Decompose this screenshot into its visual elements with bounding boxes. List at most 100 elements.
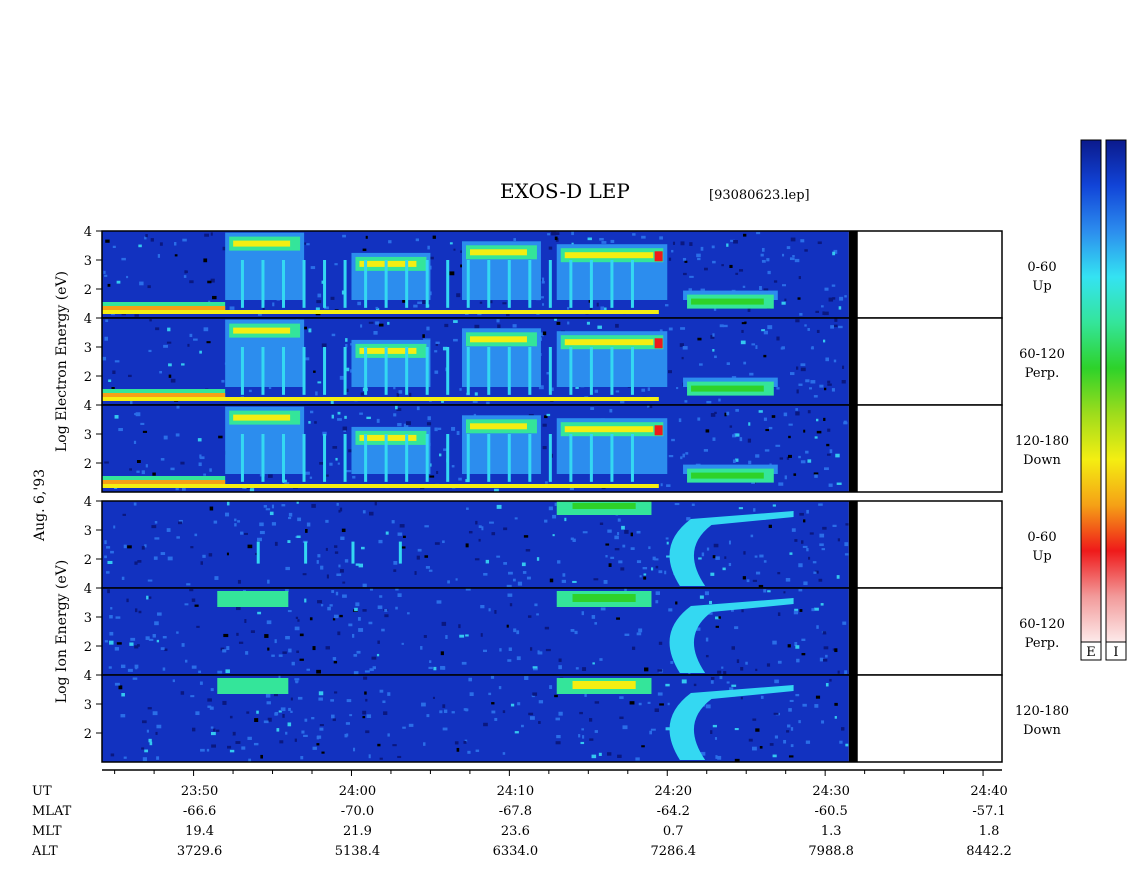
noise-speck — [659, 236, 663, 240]
vertical-striation — [364, 260, 368, 308]
noise-speck — [194, 533, 198, 537]
vertical-striation — [302, 260, 306, 308]
noise-speck — [558, 665, 562, 670]
noise-speck — [176, 536, 180, 539]
vertical-striation — [487, 434, 491, 482]
inverted-v-core — [233, 327, 291, 334]
noise-speck — [592, 662, 595, 665]
noise-speck — [163, 344, 168, 348]
noise-speck — [521, 724, 524, 728]
dispersion-streak — [669, 511, 794, 586]
noise-speck — [155, 731, 158, 735]
noise-speck — [266, 701, 271, 705]
footer-row-label: MLAT — [32, 804, 72, 819]
noise-speck — [291, 661, 295, 666]
noise-speck — [331, 590, 335, 593]
data-gap-strip — [848, 405, 858, 492]
noise-speck — [617, 532, 620, 536]
noise-speck — [325, 547, 328, 551]
noise-speck — [429, 475, 435, 478]
noise-speck — [263, 720, 269, 724]
direction-label: Down — [1023, 723, 1061, 738]
noise-speck — [759, 554, 764, 558]
noise-speck — [647, 387, 651, 391]
colorbar-label: E — [1086, 645, 1096, 660]
noise-speck — [545, 648, 551, 652]
noise-speck — [335, 591, 339, 596]
noise-speck — [531, 694, 535, 698]
noise-speck — [330, 296, 335, 300]
vertical-striation — [384, 434, 388, 482]
noise-speck — [825, 654, 828, 658]
noise-speck — [760, 695, 764, 699]
noise-speck — [664, 570, 667, 575]
noise-speck — [700, 246, 704, 251]
noise-speck — [524, 676, 529, 680]
vertical-striation — [261, 347, 265, 395]
noise-speck — [468, 530, 473, 534]
noise-speck — [247, 736, 252, 740]
noise-speck — [548, 246, 553, 250]
noise-speck — [142, 430, 148, 433]
noise-speck — [213, 728, 216, 732]
noise-speck — [263, 505, 267, 508]
noise-speck — [743, 361, 747, 365]
y-tick-label: 3 — [84, 698, 92, 713]
noise-speck — [607, 529, 612, 533]
noise-speck — [685, 452, 689, 455]
noise-speck — [536, 557, 540, 561]
noise-speck — [506, 624, 509, 628]
noise-speck — [609, 408, 613, 413]
noise-speck — [784, 475, 787, 480]
noise-speck — [425, 566, 430, 569]
noise-speck — [210, 232, 213, 236]
noise-speck — [156, 724, 162, 729]
noise-speck — [814, 474, 818, 478]
noise-speck — [710, 730, 713, 734]
data-gap-strip — [848, 231, 858, 318]
noise-speck — [331, 414, 334, 419]
noise-speck — [379, 757, 383, 760]
noise-speck — [567, 307, 570, 310]
noise-speck — [826, 443, 830, 447]
noise-speck — [755, 668, 758, 672]
noise-speck — [308, 421, 311, 424]
footer-value: 24:00 — [339, 784, 376, 799]
noise-speck — [175, 487, 179, 491]
noise-speck — [103, 270, 106, 274]
noise-speck — [210, 726, 214, 729]
noise-speck — [253, 742, 259, 746]
noise-speck — [155, 327, 160, 331]
noise-speck — [819, 384, 824, 388]
noise-speck — [793, 473, 797, 476]
noise-speck — [150, 238, 154, 242]
noise-speck — [337, 462, 340, 465]
inverted-v-core — [359, 260, 417, 267]
noise-speck — [803, 519, 806, 523]
noise-speck — [502, 710, 506, 714]
footer-value: 21.9 — [343, 824, 372, 839]
noise-speck — [759, 745, 763, 749]
noise-speck — [316, 560, 319, 564]
noise-speck — [821, 548, 826, 551]
noise-speck — [657, 692, 663, 696]
noise-speck — [752, 718, 757, 721]
noise-speck — [278, 654, 283, 657]
noise-speck — [206, 341, 211, 344]
noise-speck — [527, 615, 532, 618]
chart-title: EXOS-D LEP — [500, 179, 630, 203]
inverted-v-core — [564, 252, 654, 259]
noise-speck — [779, 457, 784, 460]
noise-speck — [571, 231, 574, 236]
noise-speck — [174, 254, 178, 257]
noise-speck — [582, 735, 585, 739]
empty-region — [857, 675, 1002, 762]
noise-speck — [740, 666, 744, 671]
noise-speck — [189, 333, 193, 338]
noise-speck — [751, 343, 756, 346]
noise-speck — [285, 731, 288, 735]
noise-speck — [445, 635, 448, 639]
pitch-label: 120-180 — [1015, 434, 1069, 449]
noise-speck — [377, 605, 383, 609]
noise-speck — [348, 623, 353, 627]
